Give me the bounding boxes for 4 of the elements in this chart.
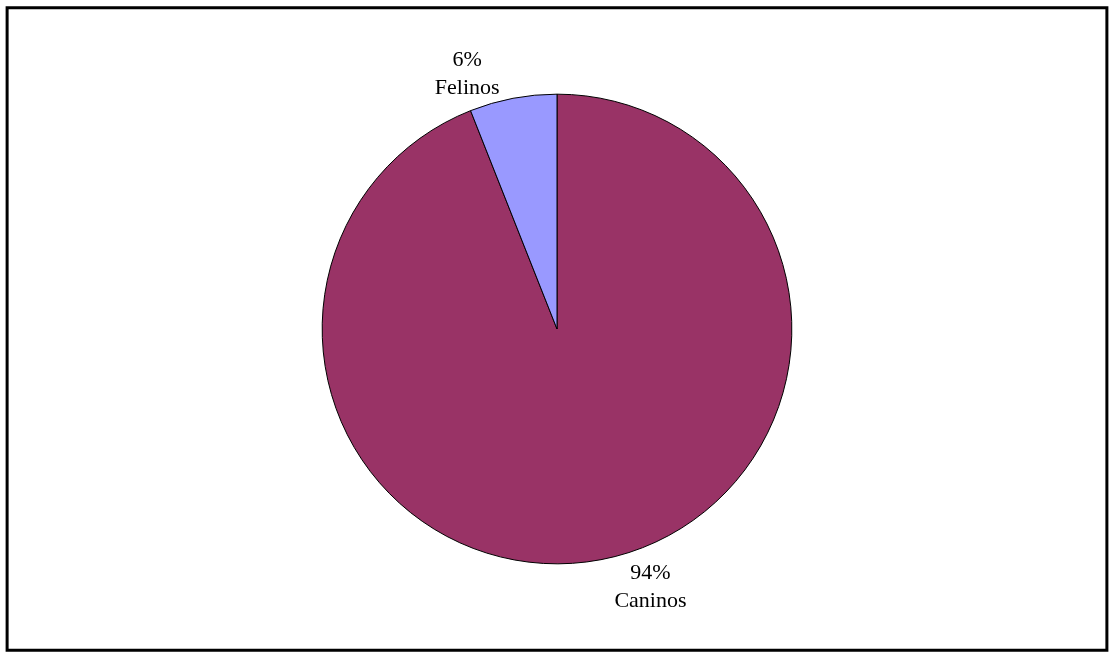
slice-label: Felinos xyxy=(434,74,500,100)
data-label: 6% xyxy=(452,45,482,71)
slice-label: Caninos xyxy=(614,587,687,613)
data-label: 94% xyxy=(630,558,671,584)
